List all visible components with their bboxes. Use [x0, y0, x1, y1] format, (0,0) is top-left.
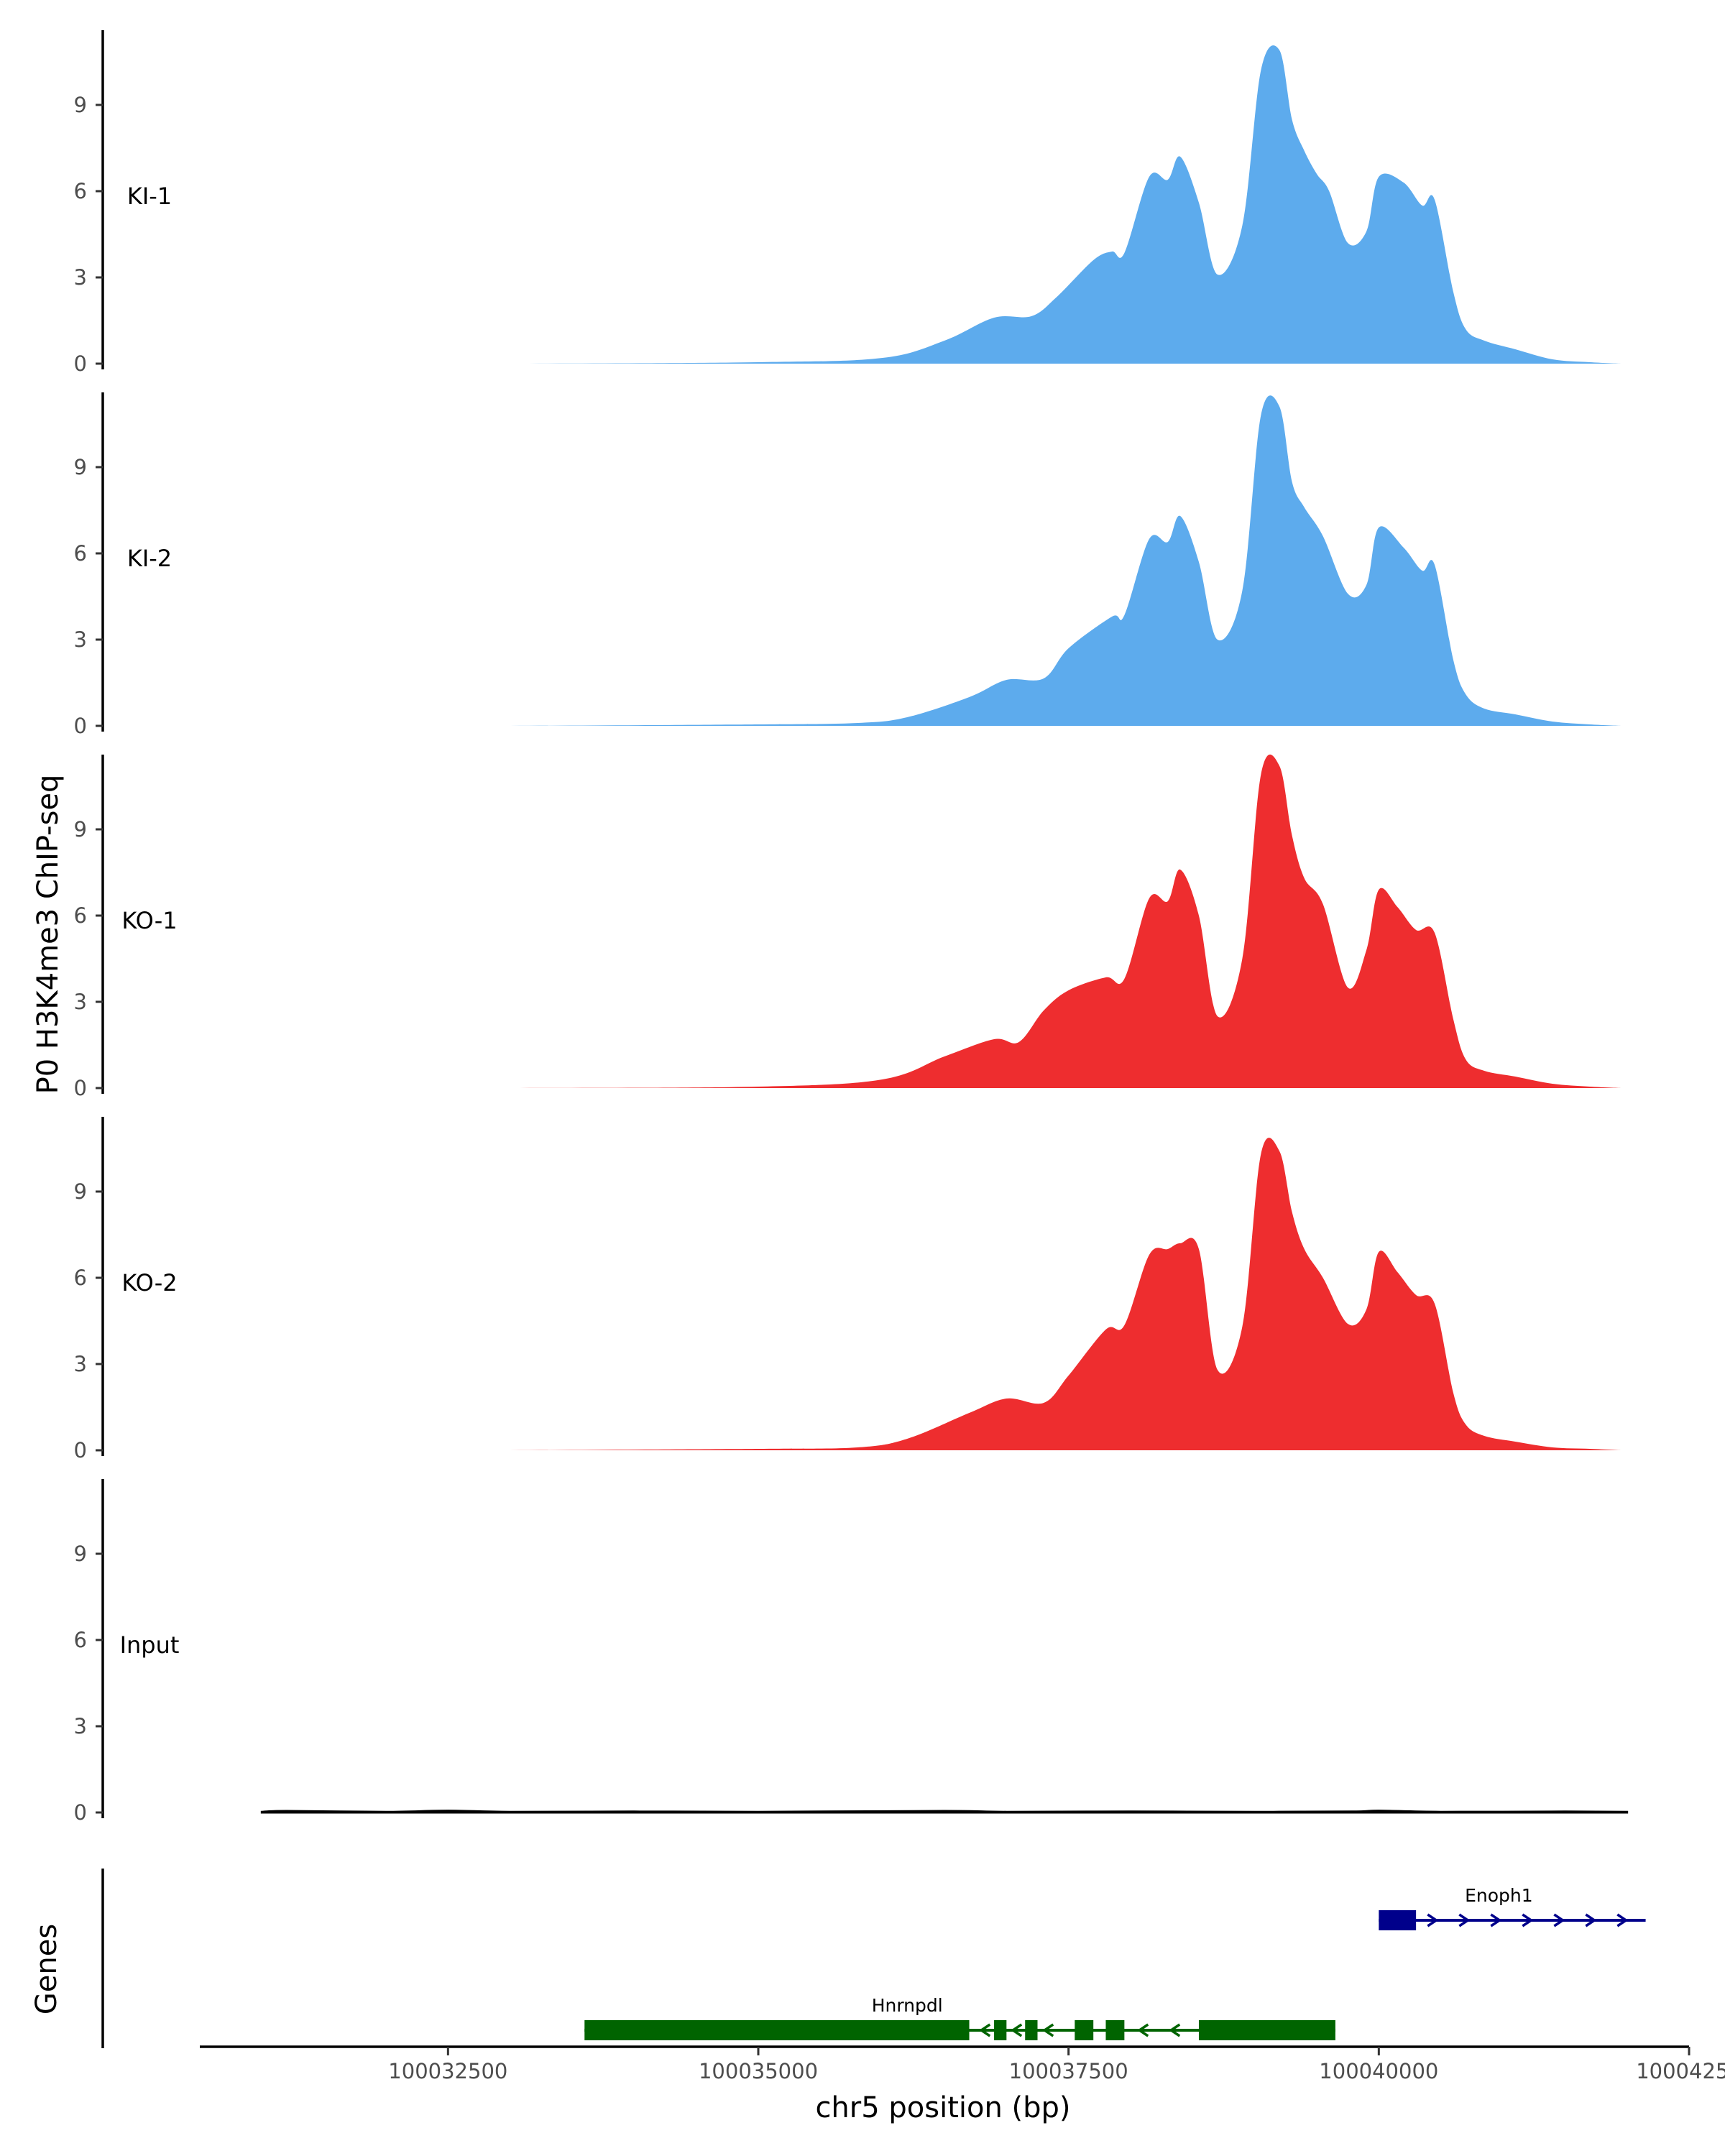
track-panels: 0 3 6 9 KI-1 0 3 6 9 KI-2 0 3 6 9 KO-1 0 3 6 9 KO-2 0 3 6 9 Inpu…	[74, 30, 1629, 1825]
signal-area-ki-1	[262, 45, 1622, 364]
track-ki-2: 0 3 6 9 KI-2	[74, 392, 1622, 738]
signal-area-ko-1	[262, 754, 1622, 1088]
y-tick-label: 9	[74, 1542, 87, 1566]
track-input: 0 3 6 9 Input	[74, 1479, 1629, 1825]
exon	[1025, 2020, 1038, 2040]
track-ko-1: 0 3 6 9 KO-1	[74, 754, 1622, 1100]
x-tick-label: 100032500	[388, 2059, 507, 2083]
exon	[758, 2020, 970, 2040]
y-tick-label: 9	[74, 93, 87, 117]
track-label: KO-1	[121, 907, 177, 934]
track-ki-1: 0 3 6 9 KI-1	[74, 30, 1622, 376]
y-tick-label: 0	[74, 714, 87, 738]
y-tick-label: 6	[74, 541, 87, 566]
exon	[1105, 2020, 1125, 2040]
gene-enoph1: Enoph1	[1379, 1885, 1646, 1930]
y-axis-label: P0 H3K4me3 ChIP-seq	[32, 775, 65, 1095]
y-tick-label: 0	[74, 1800, 87, 1825]
exon	[994, 2020, 1007, 2040]
strand-arrow	[1585, 1913, 1597, 1927]
track-label: KI-1	[127, 183, 172, 210]
exon	[1379, 1910, 1417, 1930]
genes-axis-label: Genes	[30, 1924, 63, 2014]
y-tick-label: 9	[74, 817, 87, 842]
gene-hnrnpdl: Hnrnpdl	[584, 1995, 1335, 2040]
y-tick-label: 0	[74, 351, 87, 376]
y-tick-label: 3	[74, 265, 87, 290]
strand-arrow	[1490, 1913, 1502, 1927]
y-tick-label: 3	[74, 627, 87, 652]
track-label: Input	[120, 1631, 180, 1659]
strand-arrow	[1553, 1913, 1565, 1927]
y-tick-label: 3	[74, 1714, 87, 1738]
gene-label: Enoph1	[1465, 1885, 1533, 1906]
strand-arrow	[1137, 2023, 1149, 2037]
y-tick-label: 6	[74, 1266, 87, 1290]
signal-area-ko-2	[262, 1138, 1622, 1450]
x-tick-label: 100035000	[699, 2059, 818, 2083]
x-axis: 100032500 100035000 100037500 100040000 1000…	[200, 2045, 1725, 2083]
strand-arrow	[1042, 2023, 1054, 2037]
track-label: KO-2	[121, 1269, 177, 1296]
gene-label: Hnrnpdl	[872, 1995, 943, 2016]
strand-arrow	[979, 2023, 991, 2037]
y-tick-label: 9	[74, 455, 87, 479]
gene-panel: Hnrnpdl Enoph1	[101, 1869, 1646, 2048]
x-tick-label: 100040000	[1319, 2059, 1438, 2083]
y-tick-label: 6	[74, 1628, 87, 1652]
y-tick-label: 0	[74, 1438, 87, 1462]
strand-arrow	[1522, 1913, 1534, 1927]
signal-area-ki-2	[262, 395, 1622, 726]
y-tick-label: 3	[74, 1352, 87, 1376]
x-tick-label: 10004250	[1636, 2059, 1725, 2083]
x-axis-label: chr5 position (bp)	[815, 2091, 1070, 2124]
y-tick-label: 3	[74, 990, 87, 1014]
track-label: KI-2	[127, 545, 172, 572]
strand-arrow	[1427, 1913, 1439, 1927]
exon	[1198, 2020, 1335, 2040]
y-tick-label: 6	[74, 903, 87, 928]
strand-arrow	[1011, 2023, 1023, 2037]
strand-arrow	[1458, 1913, 1471, 1927]
strand-arrow	[1616, 1913, 1629, 1927]
track-ko-2: 0 3 6 9 KO-2	[74, 1117, 1622, 1462]
strand-arrow	[1169, 2023, 1181, 2037]
exon	[1075, 2020, 1094, 2040]
y-tick-label: 0	[74, 1076, 87, 1100]
signal-area-input	[260, 1810, 1629, 1814]
y-tick-label: 6	[74, 179, 87, 203]
y-tick-label: 9	[74, 1179, 87, 1204]
exon	[584, 2020, 758, 2040]
x-tick-label: 100037500	[1009, 2059, 1128, 2083]
